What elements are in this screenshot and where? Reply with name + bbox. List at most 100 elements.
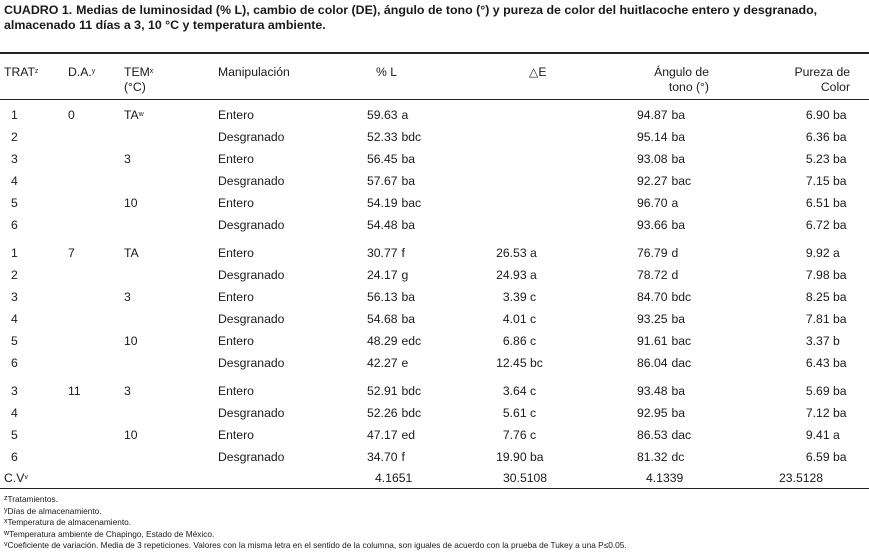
cell-cambio-color — [470, 108, 560, 123]
header-de: △E — [529, 65, 547, 79]
cell-manipulacion: Entero — [218, 428, 254, 442]
cell-cambio-color — [470, 152, 560, 167]
cell-cambio-color — [470, 174, 560, 189]
cell-angulo-tono: 76.79 d — [637, 246, 679, 260]
cell-trat: 6 — [11, 218, 18, 232]
cell-manipulacion: Desgranado — [218, 268, 285, 282]
cell-pureza: 9.92 a — [805, 246, 840, 260]
cell-trat: 5 — [11, 196, 18, 210]
cell-trat: 3 — [11, 290, 18, 304]
cell-angulo-tono: 92.95 ba — [637, 406, 686, 420]
cell-angulo-tono: 81.32 dc — [637, 450, 685, 464]
cv-pureza: 23.5128 — [779, 471, 824, 485]
cell-manipulacion: Entero — [218, 152, 254, 166]
footnote: xTemperatura de almacenamiento. — [4, 517, 132, 528]
bottom-rule — [0, 488, 869, 489]
cell-manipulacion: Desgranado — [218, 130, 285, 144]
cell-trat: 3 — [11, 384, 18, 398]
cell-temperatura: 10 — [124, 428, 138, 442]
cell-trat: 3 — [11, 152, 18, 166]
cell-dias: 11 — [68, 384, 81, 398]
cell-temperatura: 3 — [124, 290, 131, 304]
cell-luminosidad: 52.26 bdc — [367, 406, 422, 420]
cell-luminosidad: 52.91 bdc — [367, 384, 422, 398]
cell-cambio-color: 12.45 bc — [496, 356, 543, 370]
cell-pureza: 6.59 ba — [805, 450, 847, 464]
cell-manipulacion: Desgranado — [218, 406, 285, 420]
cell-temperatura: 10 — [124, 196, 138, 210]
cell-dias: 7 — [68, 246, 75, 260]
cell-cambio-color: 7.76 c — [502, 428, 537, 442]
cell-cambio-color — [470, 196, 560, 211]
cell-trat: 6 — [11, 450, 18, 464]
header-l: % L — [376, 65, 398, 79]
cell-trat: 1 — [11, 246, 18, 260]
cell-temperatura: TA — [124, 246, 139, 260]
cell-cambio-color: 26.53 a — [496, 246, 537, 260]
cell-cambio-color: 4.01 c — [502, 312, 537, 326]
header-trat: TRATz — [4, 65, 39, 79]
footnote: vCoeficiente de variación. Media de 3 re… — [4, 540, 627, 551]
header-tem: TEMx (°C) — [124, 65, 154, 94]
cell-manipulacion: Entero — [218, 196, 254, 210]
cell-trat: 1 — [11, 108, 18, 122]
cell-pureza: 8.25 ba — [805, 290, 847, 304]
cell-pureza: 6.90 ba — [805, 108, 847, 122]
cell-pureza: 6.51 ba — [805, 196, 847, 210]
header-pureza: Pureza de Color — [794, 65, 850, 94]
cell-trat: 2 — [11, 130, 18, 144]
cell-trat: 5 — [11, 334, 18, 348]
cell-manipulacion: Entero — [218, 290, 254, 304]
cell-luminosidad: 54.19 bac — [367, 196, 422, 210]
cell-luminosidad: 24.17 g — [367, 268, 409, 282]
cell-luminosidad: 47.17 ed — [367, 428, 416, 442]
footnote: zTratamientos. — [4, 494, 58, 504]
cell-trat: 4 — [11, 312, 18, 326]
cell-luminosidad: 56.13 ba — [367, 290, 416, 304]
cell-pureza: 6.43 ba — [805, 356, 847, 370]
cell-manipulacion: Entero — [218, 334, 254, 348]
cell-pureza: 5.23 ba — [805, 152, 847, 166]
top-rule — [0, 52, 869, 54]
footnotes: zTratamientos. yDías de almacenamiento. … — [4, 494, 869, 552]
cell-manipulacion: Desgranado — [218, 450, 285, 464]
cell-trat: 4 — [11, 174, 18, 188]
cell-trat: 6 — [11, 356, 18, 370]
cell-angulo-tono: 93.08 ba — [637, 152, 686, 166]
cell-trat: 2 — [11, 268, 18, 282]
cell-cambio-color: 3.64 c — [502, 384, 537, 398]
footnote: wTemperatura ambiente de Chapingo, Estad… — [4, 528, 215, 539]
cell-cambio-color — [470, 218, 560, 233]
cell-angulo-tono: 93.48 ba — [637, 384, 686, 398]
cell-luminosidad: 54.68 ba — [367, 312, 416, 326]
cv-label: C.Vv — [4, 471, 28, 485]
footnote: yDías de almacenamiento. — [4, 505, 102, 516]
cell-temperatura: TAw — [124, 108, 144, 122]
cell-temperatura: 3 — [124, 152, 131, 166]
cell-angulo-tono: 91.61 bac — [637, 334, 692, 348]
cell-manipulacion: Desgranado — [218, 356, 285, 370]
cell-angulo-tono: 96.70 a — [637, 196, 679, 210]
cell-pureza: 7.12 ba — [805, 406, 847, 420]
cell-cambio-color: 24.93 a — [496, 268, 537, 282]
cell-luminosidad: 57.67 ba — [367, 174, 416, 188]
cv-de: 30.5108 — [503, 471, 548, 485]
cell-cambio-color: 19.90 ba — [496, 450, 544, 464]
cell-luminosidad: 34.70 f — [367, 450, 405, 464]
cell-luminosidad: 48.29 edc — [367, 334, 422, 348]
cell-trat: 5 — [11, 428, 18, 442]
cell-cambio-color — [470, 130, 560, 145]
cell-manipulacion: Desgranado — [218, 174, 285, 188]
cell-temperatura: 10 — [124, 334, 138, 348]
cell-pureza: 7.98 ba — [805, 268, 847, 282]
cell-luminosidad: 52.33 bdc — [367, 130, 422, 144]
cell-angulo-tono: 86.04 dac — [637, 356, 692, 370]
cell-cambio-color: 6.86 c — [502, 334, 537, 348]
cell-temperatura: 3 — [124, 384, 131, 398]
cell-cambio-color: 5.61 c — [502, 406, 537, 420]
cell-manipulacion: Entero — [218, 384, 254, 398]
cell-angulo-tono: 84.70 bdc — [637, 290, 692, 304]
cv-angulo: 4.1339 — [646, 471, 684, 485]
cell-angulo-tono: 94.87 ba — [637, 108, 686, 122]
cell-pureza: 7.81 ba — [805, 312, 847, 326]
